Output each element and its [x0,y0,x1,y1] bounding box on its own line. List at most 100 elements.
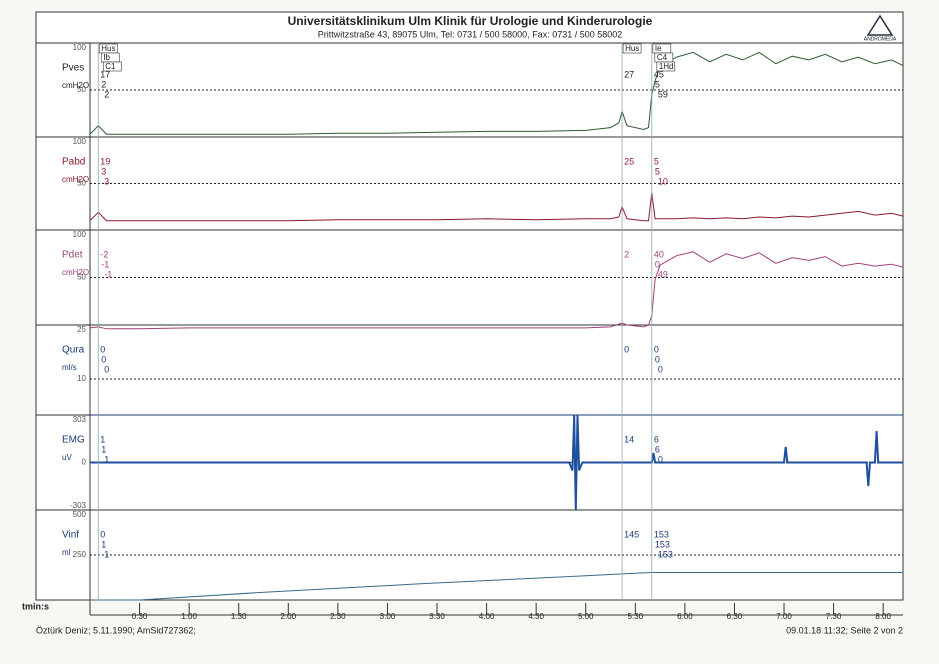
header-address: Prittwitzstraße 43, 89075 Ulm, Tel: 0731… [318,29,623,39]
x-tick-label: 1:00 [181,612,197,621]
y-tick-label: 100 [73,43,87,52]
y-tick-label: 100 [73,137,87,146]
reading: 153 [658,549,673,559]
event-label: 1Hd [659,62,674,71]
event-label-box [102,61,122,72]
event-label: Ib [103,53,110,62]
channel-name: Pdet [62,250,83,261]
x-tick-label: 2:00 [281,612,297,621]
reading: 1 [101,444,106,454]
reading: 0 [624,344,629,354]
reading: 1 [101,539,106,549]
reading: 0 [655,259,660,269]
x-tick-label: 3:30 [429,612,445,621]
event-label: Ie [655,44,662,53]
reading: -2 [100,249,108,259]
logo-icon [866,14,894,36]
reading: 27 [624,69,634,79]
reading: 0 [104,364,109,374]
reading: 40 [654,249,664,259]
x-tick-label: 0:30 [132,612,148,621]
x-tick-label: 4:00 [479,612,495,621]
logo: ANDROMEDA [864,36,897,42]
y-tick-label: 0 [82,458,87,467]
channel-unit: cmH2O [62,268,89,277]
channel-unit: uV [62,453,72,462]
reading: 0 [100,344,105,354]
reading: 2 [101,79,106,89]
channel-name: Qura [62,345,85,356]
reading: 1 [100,434,105,444]
x-tick-label: 6:00 [677,612,693,621]
footer-date: 09.01.18 11:32; Seite 2 von 2 [786,625,903,635]
header-title: Universitätsklinikum Ulm Klinik für Urol… [288,14,653,28]
reading: 3 [101,166,106,176]
event-label-box [656,61,676,72]
reading: 45 [654,69,664,79]
reading: 2 [624,249,629,259]
reading: 0 [658,364,663,374]
reading: 1 [104,549,109,559]
reading: 3 [104,176,109,186]
reading: 145 [624,529,639,539]
x-tick-label: 3:00 [380,612,396,621]
reading: 5 [655,79,660,89]
x-tick-label: 7:30 [826,612,842,621]
reading: 17 [100,69,110,79]
channel-name: Vinf [62,530,79,541]
y-tick-label: 250 [73,550,87,559]
y-tick-label: 50 [77,179,86,188]
frame [35,11,904,601]
channel-name: EMG [62,435,85,446]
x-tick-label: 5:30 [628,612,644,621]
reading: 153 [655,539,670,549]
x-tick-label: 7:00 [776,612,792,621]
channel-name: Pves [62,63,84,74]
reading: -1 [104,269,112,279]
reading: 10 [658,176,668,186]
time-axis-label: tmin:s [22,601,49,611]
reading: 1 [104,454,109,464]
reading: 6 [655,444,660,454]
event-label-box [622,43,642,54]
reading: 49 [658,269,668,279]
reading: 153 [654,529,669,539]
channel-unit: ml/s [62,363,77,372]
y-tick-label: 100 [73,230,87,239]
x-tick-label: 1:30 [231,612,247,621]
channel-unit: ml [62,548,71,557]
trace [90,572,903,601]
reading: 59 [658,89,668,99]
trace [89,51,904,135]
footer-patient: Öztürk Deniz; 5.11.1990; AmSid727362; [36,625,196,635]
y-tick-label: 50 [77,85,86,94]
trace [90,415,903,510]
trace [89,251,904,330]
y-tick-label: -303 [70,501,87,510]
x-tick-label: 5:00 [578,612,594,621]
reading: 0 [655,354,660,364]
reading: 2 [104,89,109,99]
event-label: C1 [105,62,116,71]
reading: 5 [654,156,659,166]
reading: 6 [654,434,659,444]
reading: 0 [101,354,106,364]
reading: 5 [655,166,660,176]
x-tick-label: 8:00 [875,612,891,621]
y-tick-label: 50 [77,273,86,282]
x-tick-label: 2:30 [330,612,346,621]
y-tick-label: 25 [77,325,86,334]
trace [89,192,904,222]
y-tick-label: 10 [77,374,86,383]
event-label: C4 [657,53,668,62]
reading: 19 [100,156,110,166]
x-tick-label: 6:30 [727,612,743,621]
reading: 14 [624,434,634,444]
reading: 0 [100,529,105,539]
channel-unit: cmH2O [62,175,89,184]
event-label: Hus [625,44,639,53]
y-tick-label: 303 [73,415,87,424]
reading: 0 [658,454,663,464]
y-tick-label: 500 [73,510,87,519]
